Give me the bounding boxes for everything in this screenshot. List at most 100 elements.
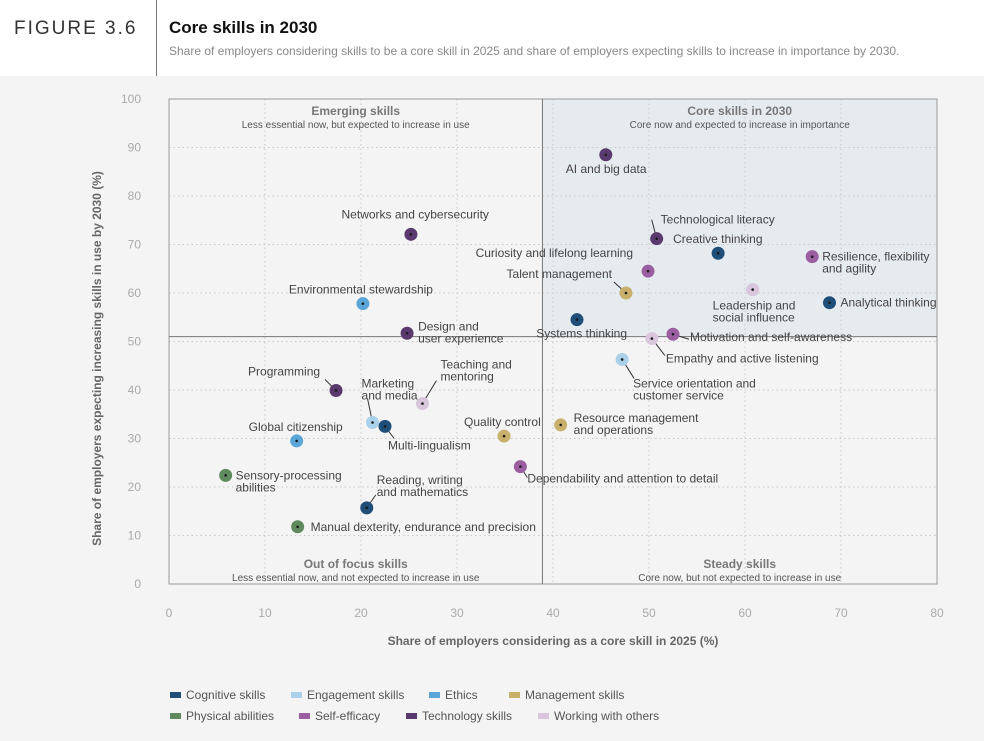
point-label: Multi-lingualism: [388, 438, 471, 452]
x-tick-label: 10: [258, 606, 272, 620]
point-center-dot: [409, 233, 413, 236]
x-tick-label: 80: [930, 606, 944, 620]
point-label: Manual dexterity, endurance and precisio…: [311, 520, 536, 534]
point-label: Technological literacy: [661, 213, 775, 227]
point-label: Analytical thinking: [840, 296, 936, 310]
legend-swatch: [538, 712, 549, 719]
quadrant-subtitle: Core now and expected to increase in imp…: [630, 120, 851, 131]
legend-label: Technology skills: [422, 709, 513, 723]
x-tick-label: 20: [354, 606, 368, 620]
point-center-dot: [334, 389, 338, 392]
point-label: Motivation and self-awareness: [690, 330, 852, 344]
point-center-dot: [502, 434, 506, 438]
point-center-dot: [828, 301, 831, 304]
point-label: Service orientation and: [633, 376, 756, 390]
quadrant-subtitle: Less essential now, and not expected to …: [232, 573, 480, 584]
point-center-dot: [646, 269, 650, 273]
point-center-dot: [365, 506, 369, 510]
y-tick-label: 90: [128, 141, 142, 155]
point-label: Reading, writing: [377, 473, 463, 487]
quadrant-title: Emerging skills: [311, 104, 400, 118]
legend-swatch: [170, 712, 181, 719]
point-center-dot: [295, 439, 298, 443]
point-center-dot: [716, 251, 720, 255]
legend-swatch: [170, 691, 181, 698]
legend-item: Working with others: [538, 709, 659, 723]
y-tick-label: 70: [128, 238, 142, 252]
figure-header: FIGURE 3.6 Core skills in 2030 Share of …: [0, 0, 984, 76]
point-label: Systems thinking: [536, 327, 627, 341]
point-center-dot: [624, 291, 628, 295]
point-center-dot: [405, 331, 409, 335]
y-tick-label: 0: [134, 577, 141, 591]
point-center-dot: [810, 255, 814, 258]
point-center-dot: [421, 402, 424, 405]
point-center-dot: [604, 153, 608, 157]
point-label: Networks and cybersecurity: [342, 207, 489, 221]
point-label: user experience: [418, 331, 504, 345]
quadrant-subtitle: Less essential now, but expected to incr…: [242, 120, 470, 131]
point-label: Creative thinking: [673, 232, 762, 246]
figure-subtitle: Share of employers considering skills to…: [169, 44, 900, 58]
point-label: and mathematics: [377, 485, 468, 499]
plot-frame: [168, 98, 938, 585]
header-divider: [156, 0, 157, 76]
y-tick-label: 40: [128, 383, 142, 397]
x-tick-label: 0: [166, 606, 173, 620]
point-center-dot: [671, 332, 675, 336]
y-tick-label: 100: [121, 92, 141, 106]
legend-label: Physical abilities: [186, 709, 275, 723]
point-center-dot: [559, 423, 562, 427]
point-label: Quality control: [464, 415, 541, 429]
legend-label: Management skills: [525, 688, 625, 702]
x-tick-label: 60: [738, 606, 752, 620]
legend-item: Self-efficacy: [299, 709, 380, 723]
point-center-dot: [371, 421, 374, 424]
point-label: Teaching and: [440, 358, 511, 372]
y-tick-label: 10: [128, 529, 142, 543]
point-center-dot: [383, 425, 387, 428]
point-label: Design and: [418, 319, 479, 333]
point-center-dot: [655, 237, 658, 240]
point-center-dot: [650, 337, 654, 340]
point-label: Curiosity and lifelong learning: [476, 246, 633, 260]
point-label: Marketing: [362, 376, 415, 390]
x-tick-label: 50: [642, 606, 656, 620]
legend-swatch: [406, 712, 417, 719]
point-label: social influence: [713, 311, 795, 325]
x-tick-label: 70: [834, 606, 848, 620]
point-label: abilities: [236, 480, 276, 494]
legend-label: Engagement skills: [307, 688, 405, 702]
x-tick-label: 40: [546, 606, 560, 620]
point-label: Global citizenship: [249, 420, 343, 434]
point-label: Environmental stewardship: [289, 283, 433, 297]
point-center-dot: [519, 465, 522, 468]
point-center-dot: [620, 358, 624, 361]
point-center-dot: [296, 525, 299, 529]
legend-item: Ethics: [429, 688, 478, 702]
legend-label: Cognitive skills: [186, 688, 266, 702]
point-label: and agility: [822, 262, 876, 276]
y-tick-label: 80: [128, 189, 142, 203]
point-label: AI and big data: [566, 162, 647, 176]
point-label: Programming: [248, 364, 320, 378]
point-center-dot: [575, 318, 579, 321]
point-label: Resource management: [574, 411, 699, 425]
legend-item: Engagement skills: [291, 688, 404, 702]
legend-swatch: [299, 712, 310, 719]
point-label: and operations: [574, 423, 653, 437]
point-label: Resilience, flexibility: [822, 250, 929, 264]
point-center-dot: [361, 302, 365, 305]
point-center-dot: [224, 474, 227, 477]
point-label: and media: [362, 388, 418, 402]
point-label: Leadership and: [713, 299, 796, 313]
legend-item: Technology skills: [406, 709, 512, 723]
y-tick-label: 30: [128, 432, 142, 446]
point-label: customer service: [633, 388, 724, 402]
legend-label: Ethics: [445, 688, 478, 702]
point-label: Dependability and attention to detail: [527, 472, 718, 486]
legend-label: Self-efficacy: [315, 709, 381, 723]
legend-swatch: [429, 691, 440, 698]
point-label: Talent management: [507, 267, 613, 281]
figure-title: Core skills in 2030: [169, 18, 318, 37]
